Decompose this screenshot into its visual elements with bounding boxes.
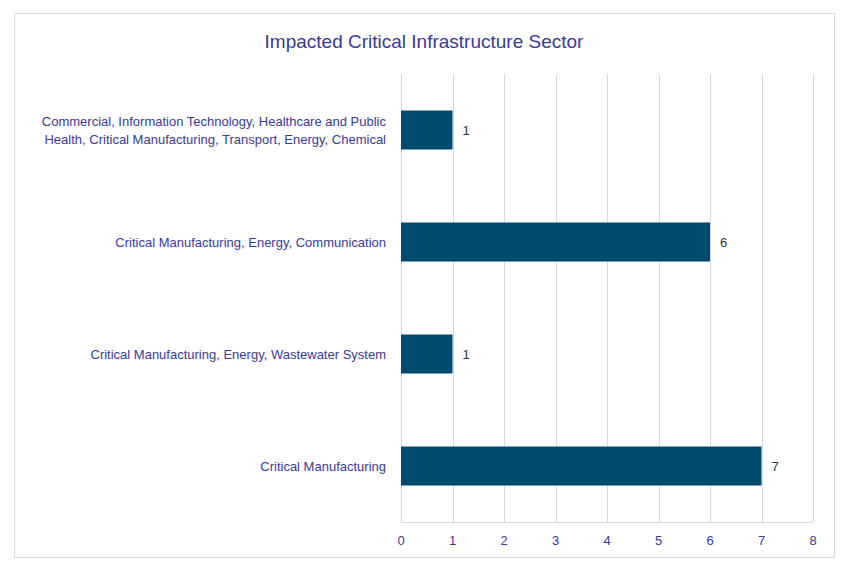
grid xyxy=(402,74,814,522)
chart-svg: Impacted Critical Infrastructure Sector 0… xyxy=(0,0,847,569)
category-label: Critical Manufacturing xyxy=(260,459,386,474)
category-label: Critical Manufacturing, Energy, Wastewat… xyxy=(91,347,387,362)
data-label: 7 xyxy=(772,459,779,474)
data-label: 6 xyxy=(720,235,727,250)
x-tick-label: 4 xyxy=(603,533,610,548)
x-tick-label: 5 xyxy=(655,533,662,548)
data-label: 1 xyxy=(463,123,470,138)
x-tick-label: 1 xyxy=(449,533,456,548)
chart-container: Impacted Critical Infrastructure Sector 0… xyxy=(0,0,847,569)
bar xyxy=(401,335,453,374)
data-label: 1 xyxy=(463,347,470,362)
chart-frame xyxy=(15,14,835,558)
x-tick-label: 0 xyxy=(397,533,404,548)
x-tick-label: 8 xyxy=(809,533,816,548)
grid-line xyxy=(813,74,814,522)
grid-line xyxy=(762,74,763,522)
x-axis-line xyxy=(401,522,813,523)
x-tick-label: 2 xyxy=(500,533,507,548)
x-tick-label: 7 xyxy=(758,533,765,548)
category-label: Critical Manufacturing, Energy, Communic… xyxy=(115,235,386,250)
x-tick-label: 3 xyxy=(552,533,559,548)
bar xyxy=(401,447,762,486)
category-label: Commercial, Information Technology, Heal… xyxy=(42,114,387,147)
bar xyxy=(401,111,453,150)
bar xyxy=(401,223,710,262)
bars xyxy=(401,111,762,486)
labels: 1 Commercial, Information Technology, Hea… xyxy=(42,114,779,474)
x-tick-label: 6 xyxy=(706,533,713,548)
chart-title: Impacted Critical Infrastructure Sector xyxy=(265,31,585,52)
